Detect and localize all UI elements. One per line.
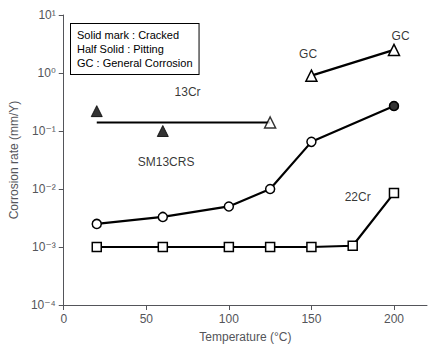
svg-text:22Cr: 22Cr: [345, 190, 371, 204]
svg-text:GC: GC: [392, 29, 410, 43]
svg-text:GC : General Corrosion: GC : General Corrosion: [77, 57, 193, 69]
svg-text:100: 100: [219, 312, 239, 326]
svg-text:10⁻²: 10⁻²: [32, 182, 56, 196]
svg-text:SM13CRS: SM13CRS: [138, 155, 195, 169]
svg-text:13Cr: 13Cr: [175, 85, 201, 99]
svg-text:10⁻³: 10⁻³: [32, 240, 56, 254]
svg-text:10⁻⁴: 10⁻⁴: [31, 298, 56, 312]
svg-text:10⁰: 10⁰: [38, 66, 56, 80]
svg-text:Temperature (°C): Temperature (°C): [199, 330, 291, 344]
svg-text:50: 50: [140, 312, 154, 326]
svg-text:10¹: 10¹: [38, 8, 55, 22]
svg-text:0: 0: [60, 312, 67, 326]
svg-text:GC: GC: [299, 47, 317, 61]
svg-text:Corrosion rate (mm/Y): Corrosion rate (mm/Y): [7, 101, 21, 220]
svg-text:200: 200: [384, 312, 404, 326]
svg-text:150: 150: [301, 312, 321, 326]
svg-text:Solid mark : Cracked: Solid mark : Cracked: [77, 29, 179, 41]
svg-text:Half Solid : Pitting: Half Solid : Pitting: [77, 43, 164, 55]
svg-text:10⁻¹: 10⁻¹: [32, 124, 56, 138]
